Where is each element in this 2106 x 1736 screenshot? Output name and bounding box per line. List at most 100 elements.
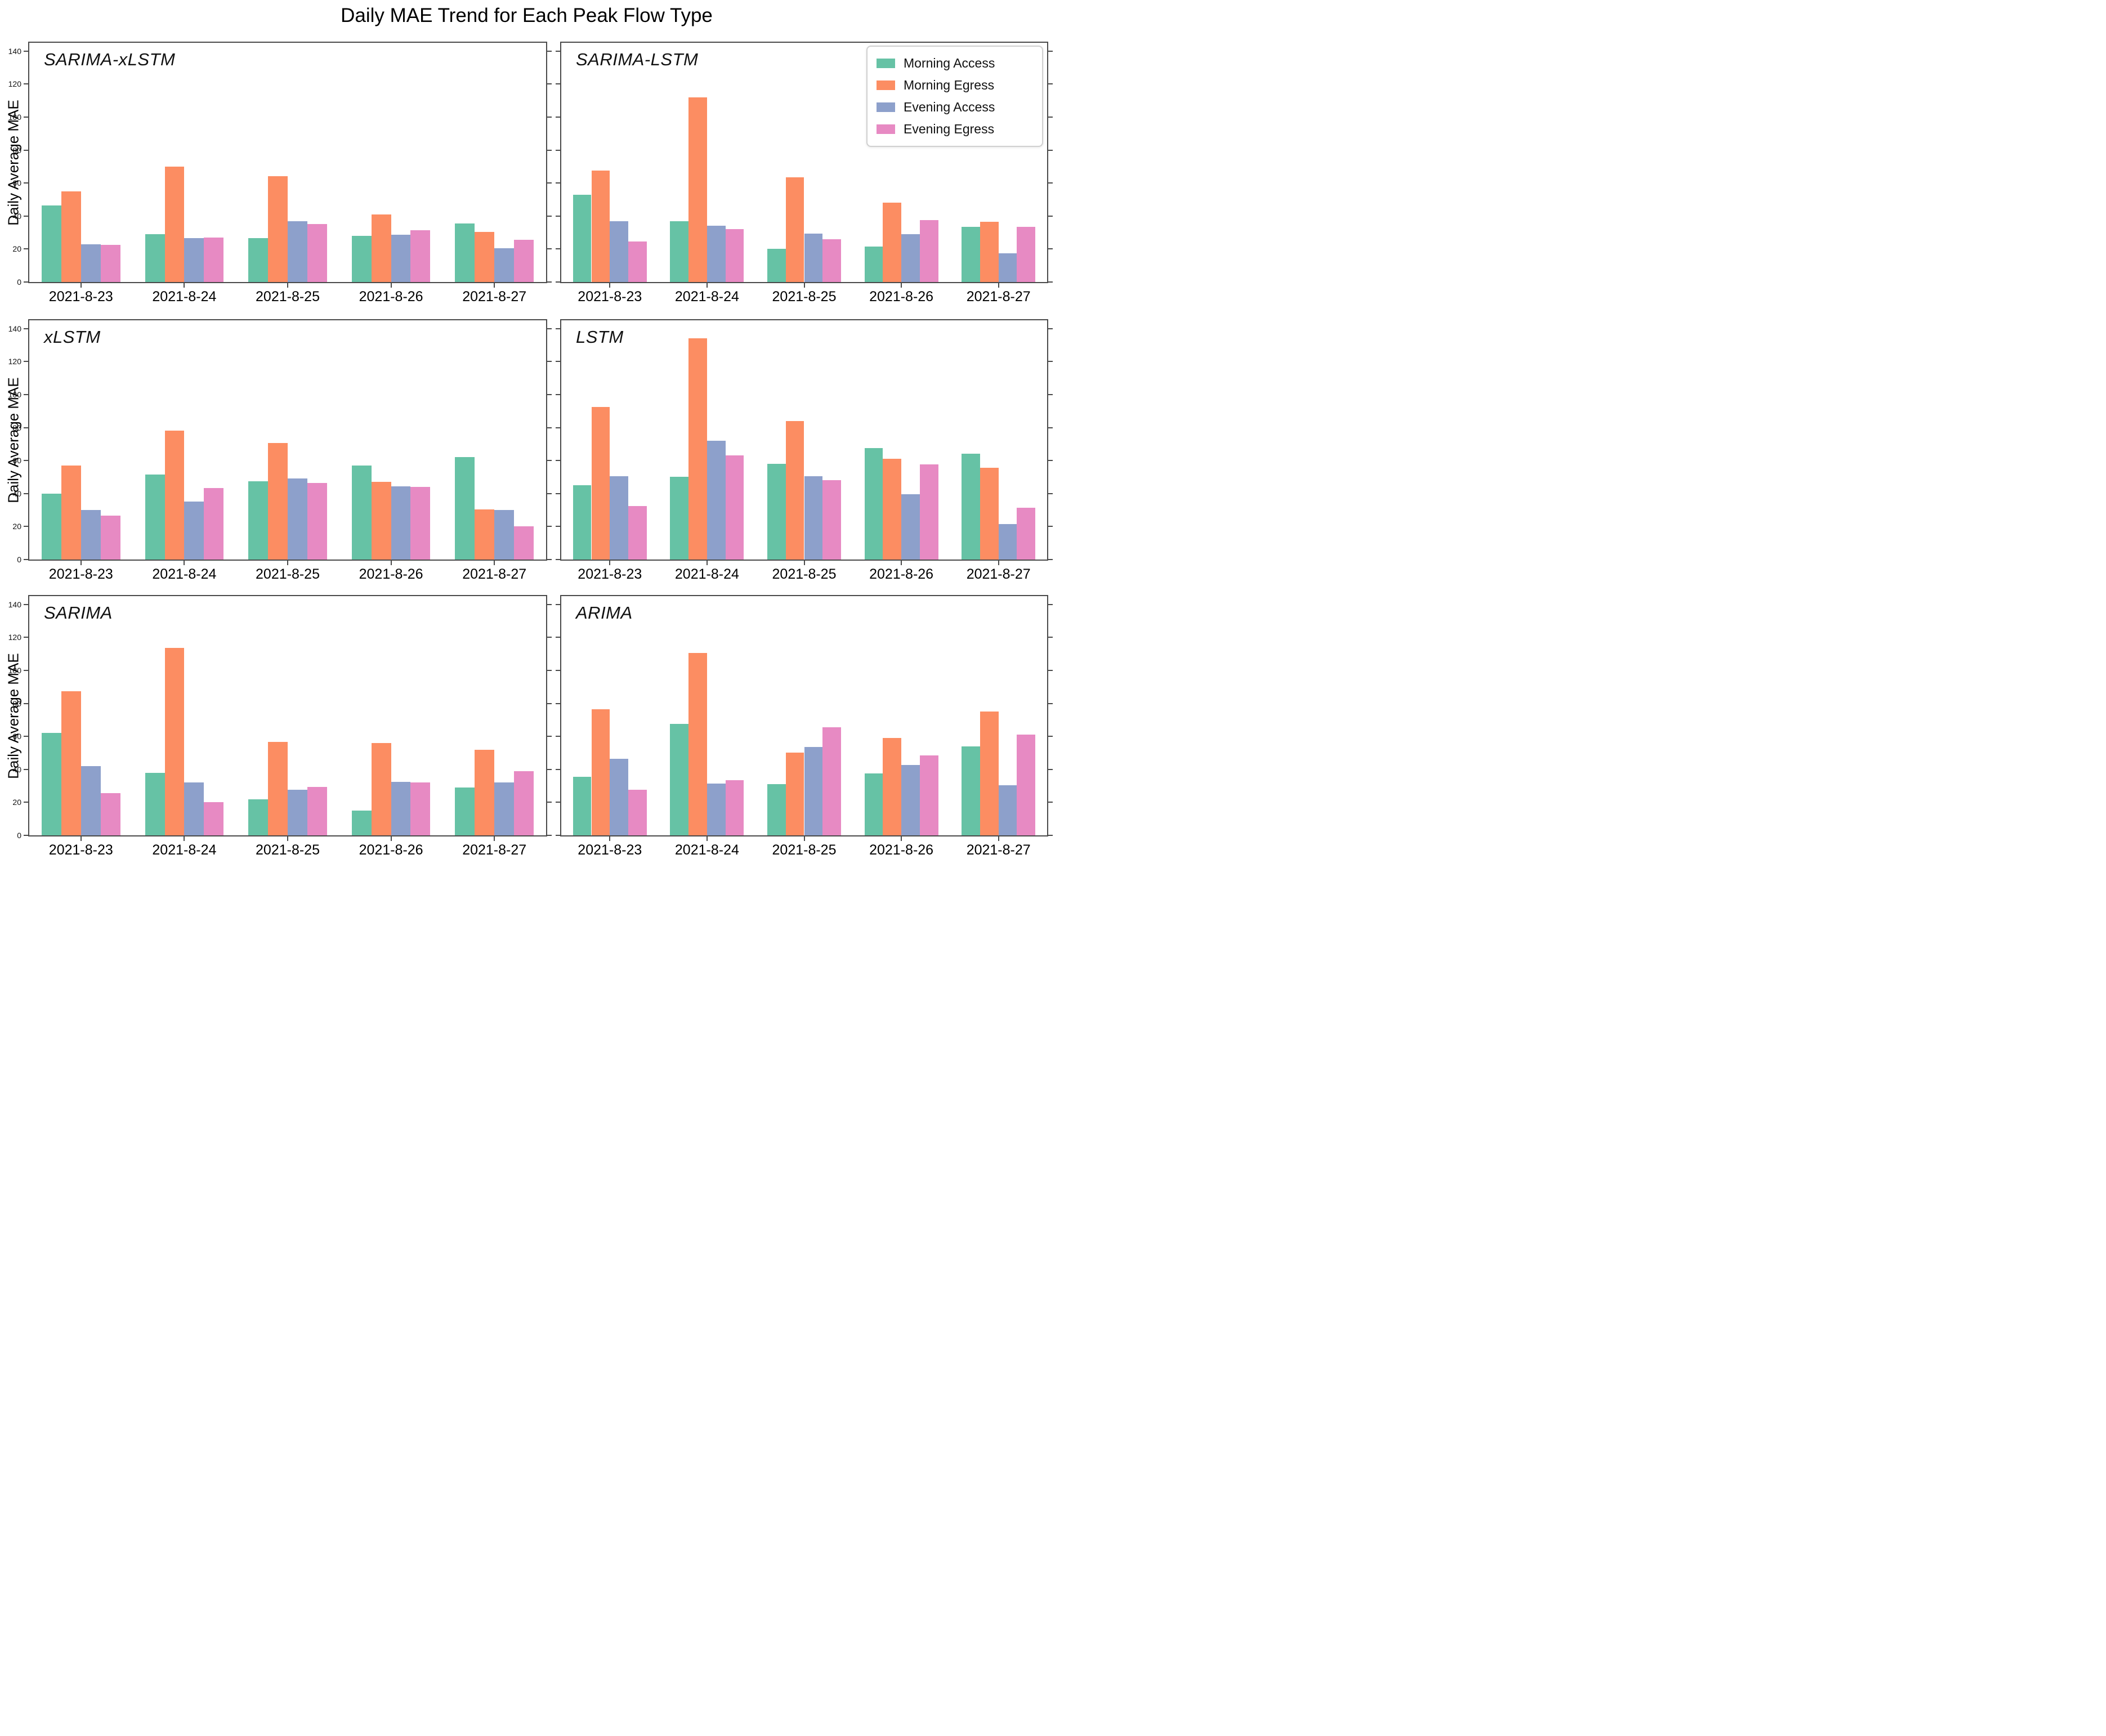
x-tick-label-date: 2021-8-26 xyxy=(359,566,423,582)
x-tick-mark xyxy=(287,561,288,565)
y-tick-mark xyxy=(556,50,560,52)
y-tick-mark xyxy=(547,703,552,704)
y-tick-label: 0 xyxy=(17,278,21,287)
panel-xlstm: 0 20 40 60 80 100 120 140 2021-8-23 2021-8-24 2021… xyxy=(8,319,552,582)
bar-morning-access-2021-8-23 xyxy=(573,485,592,560)
panel-title-lstm: LSTM xyxy=(576,327,624,347)
bar-evening-egress-2021-8-25 xyxy=(307,482,327,560)
y-tick-label: 140 xyxy=(8,324,21,333)
y-tick-label: 60 xyxy=(12,456,21,466)
y-tick-mark xyxy=(556,669,560,671)
y-tick-mark xyxy=(24,83,28,85)
y-tick-mark xyxy=(24,328,28,329)
x-tick-mark xyxy=(803,836,805,841)
x-tick-label-date: 2021-8-25 xyxy=(256,289,320,305)
y-tick-mark xyxy=(24,768,28,770)
legend-item-morning-access: Morning Access xyxy=(877,52,1039,74)
x-tick-label-date: 2021-8-24 xyxy=(674,566,739,582)
bar-morning-egress-2021-8-24 xyxy=(688,653,707,835)
bar-evening-access-2021-8-24 xyxy=(707,226,726,282)
bar-evening-access-2021-8-25 xyxy=(804,747,823,835)
y-tick-mark xyxy=(547,526,552,527)
bar-evening-access-2021-8-26 xyxy=(901,234,920,282)
y-tick-mark xyxy=(547,182,552,184)
x-tick-label-date: 2021-8-24 xyxy=(674,289,739,305)
panel-title-sarima-xlstm: SARIMA-xLSTM xyxy=(44,50,176,69)
bar-evening-egress-2021-8-23 xyxy=(628,241,647,282)
bar-morning-egress-2021-8-25 xyxy=(268,176,288,282)
y-tick-mark xyxy=(556,835,560,836)
bar-evening-access-2021-8-26 xyxy=(391,235,411,282)
bar-evening-egress-2021-8-26 xyxy=(919,220,938,282)
bar-morning-egress-2021-8-27 xyxy=(475,509,495,560)
y-tick-mark xyxy=(556,281,560,283)
x-tick-mark xyxy=(80,561,82,565)
y-tick-mark xyxy=(547,328,552,329)
bar-evening-access-2021-8-24 xyxy=(184,782,204,835)
y-tick-mark xyxy=(556,393,560,395)
x-tick-label-date: 2021-8-23 xyxy=(578,842,642,858)
x-tick-label-date: 2021-8-23 xyxy=(578,566,642,582)
x-tick-mark xyxy=(998,283,999,288)
y-tick-mark xyxy=(1048,182,1053,184)
bar-morning-access-2021-8-25 xyxy=(767,249,786,282)
bar-morning-egress-2021-8-23 xyxy=(61,691,81,835)
x-tick-mark xyxy=(706,283,708,288)
y-tick-mark xyxy=(1048,835,1053,836)
x-tick-label-date: 2021-8-24 xyxy=(152,566,217,582)
bar-evening-access-2021-8-26 xyxy=(391,781,411,835)
bar-evening-egress-2021-8-25 xyxy=(822,480,842,560)
y-tick-mark xyxy=(1048,768,1053,770)
x-tick-label-date: 2021-8-25 xyxy=(256,566,320,582)
bar-evening-access-2021-8-25 xyxy=(288,790,307,835)
y-tick-mark xyxy=(547,149,552,151)
y-tick-mark xyxy=(556,83,560,85)
x-tick-label-date: 2021-8-26 xyxy=(359,842,423,858)
y-tick-mark xyxy=(24,637,28,638)
x-tick-mark xyxy=(998,836,999,841)
bar-morning-egress-2021-8-25 xyxy=(268,742,288,835)
y-tick-mark xyxy=(556,116,560,118)
x-tick-label-date: 2021-8-27 xyxy=(966,842,1031,858)
y-tick-label: 40 xyxy=(12,489,21,498)
x-tick-label-date: 2021-8-25 xyxy=(772,842,837,858)
y-tick-mark xyxy=(547,83,552,85)
bar-morning-access-2021-8-27 xyxy=(962,226,980,282)
y-tick-label: 120 xyxy=(8,633,21,642)
y-tick-label: 140 xyxy=(8,599,21,609)
x-tick-label-date: 2021-8-27 xyxy=(462,842,527,858)
bar-morning-egress-2021-8-23 xyxy=(591,709,610,835)
x-tick-mark xyxy=(901,283,902,288)
panel-sarima-xlstm: 0 20 40 60 80 100 120 140 2021-8-23 2021-8-24 2021… xyxy=(8,42,552,305)
bar-morning-access-2021-8-25 xyxy=(248,238,269,282)
panel-sarima-lstm: Morning Access Morning Egress Evening Ac… xyxy=(556,42,1053,305)
y-tick-label: 140 xyxy=(8,46,21,56)
bar-evening-access-2021-8-24 xyxy=(707,783,726,835)
panel-lstm: 2021-8-23 2021-8-24 2021-8-25 2021-8-26 2021… xyxy=(556,319,1053,582)
y-tick-mark xyxy=(1048,215,1053,217)
legend-item-evening-egress: Evening Egress xyxy=(877,118,1039,140)
bar-morning-access-2021-8-26 xyxy=(864,246,883,282)
x-tick-label-date: 2021-8-23 xyxy=(48,842,113,858)
y-tick-label: 20 xyxy=(12,522,21,531)
y-tick-label: 60 xyxy=(12,732,21,741)
morning-access-swatch-icon xyxy=(877,59,895,68)
bar-evening-egress-2021-8-25 xyxy=(307,224,327,282)
y-tick-mark xyxy=(547,637,552,638)
plot-area: 0 20 40 60 80 100 120 140 2021-8-23 2021-8-24 2021… xyxy=(8,596,552,858)
plot-area: 2021-8-23 2021-8-24 2021-8-25 2021-8-26 2021… xyxy=(556,320,1053,582)
bar-evening-access-2021-8-27 xyxy=(998,785,1017,835)
bar-evening-egress-2021-8-27 xyxy=(1017,226,1036,282)
plot-area: 0 20 40 60 80 100 120 140 2021-8-23 2021-8-24 2021… xyxy=(8,43,552,305)
y-tick-mark xyxy=(556,603,560,605)
x-tick-mark xyxy=(609,561,611,565)
y-tick-mark xyxy=(24,281,28,283)
bar-morning-egress-2021-8-25 xyxy=(785,753,804,835)
y-tick-mark xyxy=(24,669,28,671)
bar-evening-egress-2021-8-27 xyxy=(514,771,534,835)
y-tick-mark xyxy=(1048,149,1053,151)
legend-label: Evening Access xyxy=(904,100,995,114)
y-tick-mark xyxy=(1048,248,1053,250)
bar-morning-access-2021-8-23 xyxy=(42,205,61,282)
bar-morning-access-2021-8-26 xyxy=(864,773,883,835)
